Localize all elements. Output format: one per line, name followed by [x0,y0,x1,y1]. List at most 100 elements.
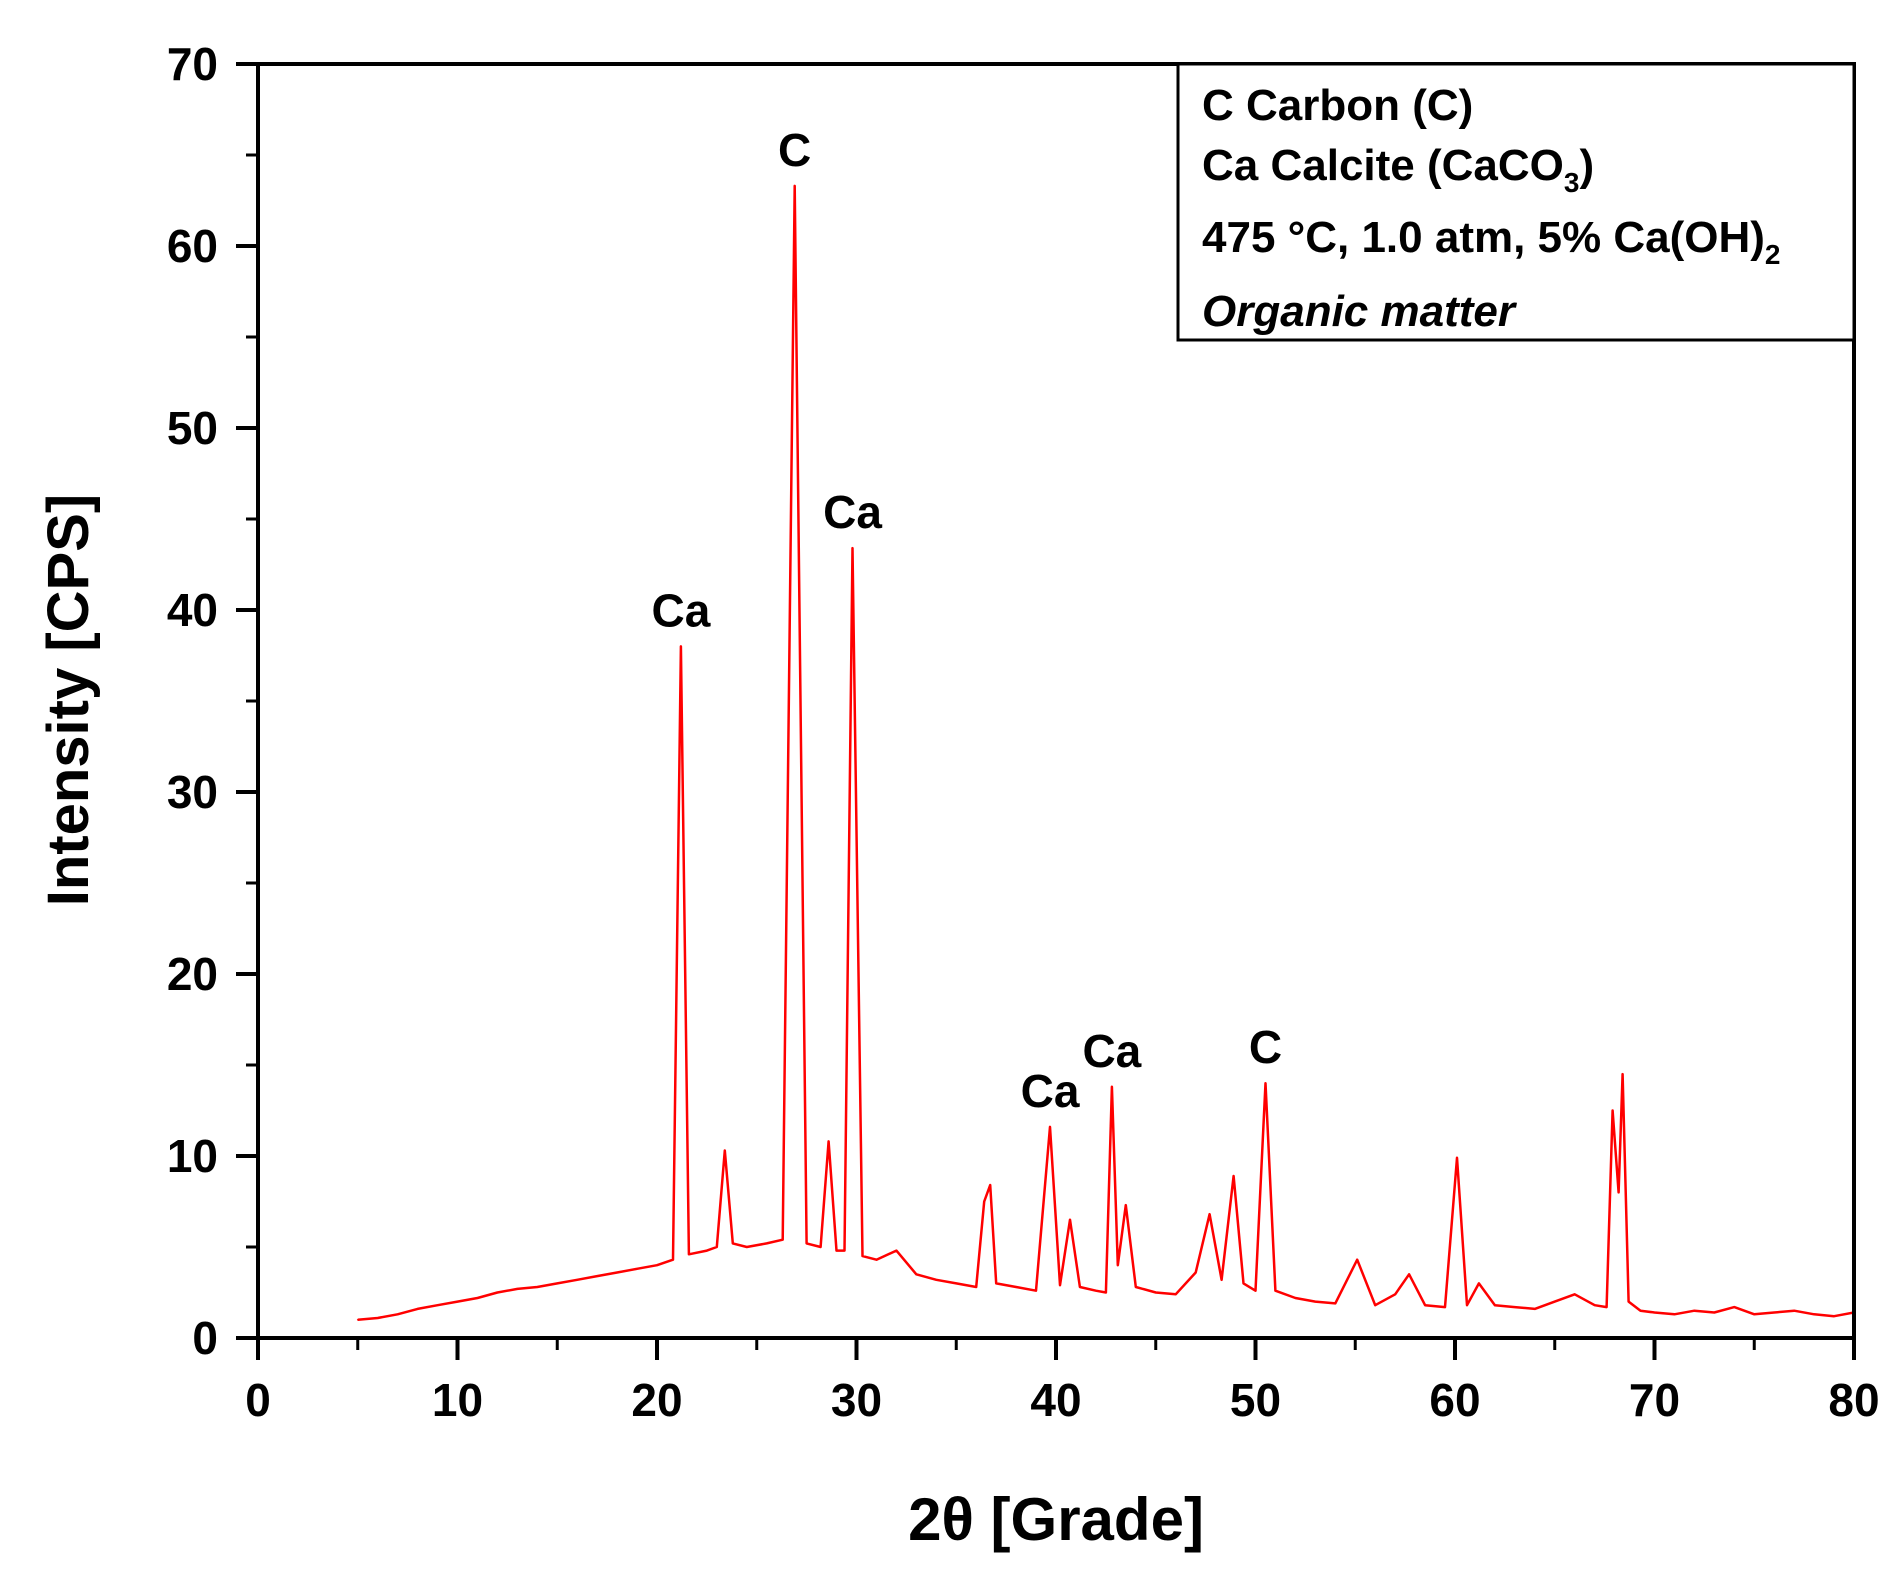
data-point [1254,1289,1257,1292]
data-point [1174,1293,1177,1296]
data-point [1208,1213,1211,1216]
data-point [835,1249,838,1252]
legend-calcite-main: Ca Calcite (CaCO [1202,141,1564,190]
data-point [1753,1313,1756,1316]
data-point [781,1238,784,1241]
x-tick-label: 20 [631,1374,682,1426]
data-point [843,1249,846,1252]
data-point [1111,1086,1113,1088]
data-point [1573,1293,1576,1296]
data-point [1049,1126,1051,1128]
data-point [1117,1264,1119,1266]
y-tick-label: 0 [192,1312,218,1364]
data-point [1408,1273,1410,1276]
data-point [1069,1218,1071,1221]
data-point [1125,1204,1127,1206]
data-point [1693,1309,1696,1312]
data-point [680,645,682,648]
data-point [1773,1311,1775,1314]
data-point [935,1278,938,1281]
y-tick-label: 30 [167,766,218,818]
data-point [1456,1157,1458,1159]
data-point [1494,1304,1496,1307]
data-point [616,1271,618,1274]
data-point [793,185,796,187]
data-point [706,1249,708,1252]
y-axis-title: Intensity [CPS] [36,494,101,907]
data-point [1154,1291,1157,1294]
data-point [1079,1286,1081,1288]
data-point [1314,1300,1317,1303]
ticks-layer: 0 10 20 30 40 50 60 70 80 0 10 20 30 40 50 60 70 [167,38,1880,1426]
data-point [1274,1289,1277,1292]
legend-line-organic: Organic matter [1202,287,1518,336]
data-point [1059,1284,1061,1287]
x-tick-label: 60 [1429,1374,1480,1426]
x-tick-label: 40 [1030,1374,1081,1426]
x-tick-label: 0 [245,1374,271,1426]
data-point [1374,1304,1376,1307]
data-point [536,1286,539,1288]
peak-label: C [778,124,811,176]
data-point [1514,1306,1516,1308]
peak-label: Ca [823,486,882,538]
data-point [516,1288,519,1290]
data-point [1035,1289,1037,1292]
data-point [1135,1286,1137,1288]
data-point [1813,1313,1815,1316]
y-tick-label: 50 [167,402,218,454]
data-point [895,1249,898,1252]
data-point [1833,1315,1835,1317]
x-tick-label: 50 [1230,1374,1281,1426]
data-point [819,1246,822,1248]
data-point [688,1253,690,1256]
data-point [1534,1308,1536,1310]
x-tick-label: 30 [831,1374,882,1426]
data-point [875,1258,878,1261]
data-point [1478,1282,1480,1285]
data-point [1444,1306,1446,1308]
data-point [1466,1304,1468,1307]
data-point [1611,1109,1614,1112]
data-point [1713,1311,1716,1314]
data-point [995,1282,997,1285]
data-point [1673,1313,1676,1316]
data-point [1095,1289,1097,1292]
legend: C Carbon (C) Ca Calcite (CaCO3) 475 °C, … [1176,62,1856,342]
data-point [356,1319,359,1321]
data-point [732,1242,734,1245]
data-point [851,547,854,549]
data-point [861,1255,864,1257]
peak-label: Ca [1082,1025,1141,1077]
data-point [1627,1300,1630,1303]
data-point [1617,1191,1620,1194]
data-point [1220,1278,1223,1281]
data-point [1605,1306,1608,1308]
data-point [745,1246,748,1248]
data-point [827,1140,830,1143]
y-tick-label: 40 [167,584,218,636]
data-point [805,1242,808,1245]
legend-calcite-end: ) [1579,141,1594,190]
data-point [1621,1073,1624,1075]
x-tick-label: 80 [1828,1374,1879,1426]
data-point [556,1282,559,1285]
legend-line-conditions: 475 °C, 1.0 atm, 5% Ca(OH)2 [1202,213,1781,270]
data-point [915,1273,918,1276]
data-point [596,1275,598,1277]
legend-conditions-sub: 2 [1765,239,1781,270]
data-point [496,1291,499,1294]
data-point [955,1282,958,1285]
xrd-series-line [357,184,1854,1322]
data-point [975,1286,977,1288]
legend-calcite-sub: 3 [1564,167,1580,198]
peak-label: C [1249,1021,1282,1073]
data-point [1105,1291,1107,1294]
data-point [1334,1302,1337,1305]
legend-conditions-main: 475 °C, 1.0 atm, 5% Ca(OH) [1202,213,1765,262]
data-point [1015,1286,1017,1288]
data-point [436,1304,439,1307]
data-point [1424,1304,1426,1307]
